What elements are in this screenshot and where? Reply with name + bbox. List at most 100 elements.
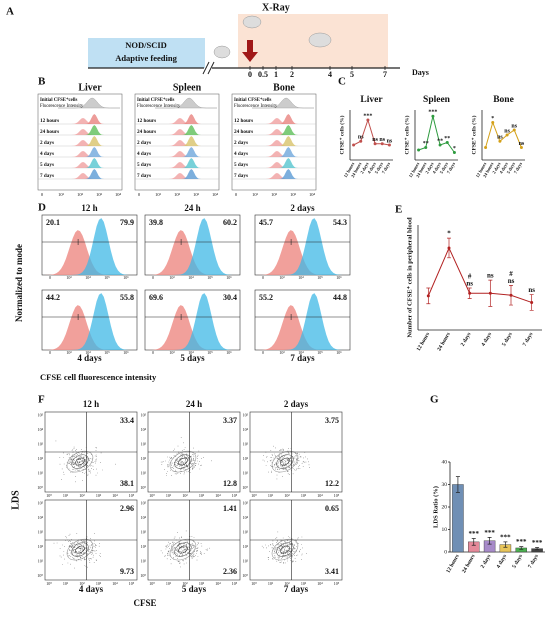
significance: #: [509, 270, 513, 278]
panel-label: A: [6, 6, 14, 18]
density-contour: [174, 454, 192, 469]
point: [452, 151, 456, 154]
x-tick-label: 10¹: [268, 581, 274, 586]
significance: ***: [516, 538, 527, 546]
upper-percent: 2.96: [120, 504, 134, 513]
x-tick-label: 10⁶: [123, 275, 129, 280]
x-tick-label: 0: [49, 275, 51, 280]
x-tick-label: 10⁵: [129, 581, 135, 586]
y-tick-label: 10⁰: [242, 573, 248, 578]
significance: *: [453, 146, 456, 152]
pink-peak: [255, 230, 350, 275]
pink-peak: [145, 305, 240, 350]
y-axis-label: Number of CFSE⁺ cells in peripheral bloo…: [406, 217, 413, 338]
y-tick-label: 10²: [141, 544, 147, 549]
blue-peak: [42, 218, 137, 275]
x-tick-label: 7 days: [527, 554, 540, 570]
y-tick-label: 10²: [141, 456, 147, 461]
hist-header: Initial CFSE⁺cells: [137, 97, 174, 103]
x-tick-label: 10⁰: [46, 581, 52, 586]
x-tick-label: 0: [152, 275, 154, 280]
time-label: 12 h: [83, 399, 99, 409]
x-tick-label: 10¹: [58, 192, 65, 197]
density-contour: [169, 450, 197, 473]
x-tick-label: 4 days: [366, 161, 377, 174]
x-tick-label: 4 days: [498, 161, 509, 174]
x-tick-label: 10¹: [155, 192, 162, 197]
hist-header: Initial CFSE⁺cells: [234, 97, 271, 103]
left-percent: 45.7: [259, 218, 273, 227]
x-tick-label: 10⁶: [123, 350, 129, 355]
point: [424, 146, 428, 149]
density-contour: [75, 457, 85, 466]
significance: ***: [500, 533, 511, 541]
row-peak: [257, 114, 314, 124]
x-tick-label: 24 hours: [436, 332, 451, 353]
time-label: 12 h: [81, 203, 97, 213]
x-tick-label: 24 hours: [461, 554, 476, 575]
row-label: 24 hours: [234, 129, 253, 135]
feeding-box: [88, 38, 205, 68]
significance: ns: [504, 128, 510, 134]
y-tick-label: 10³: [243, 441, 249, 446]
upper-percent: 33.4: [120, 416, 134, 425]
x-tick-label: 10³: [96, 493, 102, 498]
pink-peak: [42, 230, 137, 275]
point: [387, 143, 391, 147]
bar: [452, 484, 464, 553]
x-tick-label: 10⁴: [317, 581, 323, 586]
lower-percent: 12.2: [325, 479, 339, 488]
day-label: 5: [350, 70, 354, 79]
right-percent: 55.8: [120, 293, 134, 302]
density-contour: [280, 457, 290, 466]
time-label: 2 days: [284, 399, 309, 409]
x-tick-label: 10¹: [166, 581, 172, 586]
x-tick-label: 4 days: [496, 554, 509, 570]
row-label: 4 days: [137, 151, 151, 157]
time-label: 7 days: [284, 584, 309, 594]
x-tick-label: 10⁴: [188, 350, 194, 355]
x-tick-label: 5 days: [506, 161, 517, 174]
histogram-frame: [231, 93, 317, 191]
panel-label: E: [395, 204, 402, 216]
density-contour: [66, 450, 94, 473]
y-axis-label: CFSE⁺ cells (%): [403, 115, 410, 154]
y-tick-label: 10⁰: [37, 573, 43, 578]
x-tick-label: 5 days: [511, 554, 524, 570]
y-tick-label: 10⁴: [38, 515, 44, 520]
x-tick-label: 10⁵: [207, 350, 213, 355]
y-tick-label: 20: [442, 504, 448, 510]
point: [445, 141, 449, 144]
row-label: 12 hours: [137, 118, 156, 124]
point: [431, 114, 435, 118]
y-tick-label: 10³: [141, 441, 147, 446]
xray-arrow: [247, 40, 253, 52]
row-peak: [160, 147, 217, 157]
x-tick-label: 10⁴: [298, 350, 304, 355]
x-tick-label: 10⁵: [334, 493, 340, 498]
y-tick-label: 10⁰: [140, 485, 146, 490]
day-label: 0.5: [258, 70, 268, 79]
x-tick-label: 10⁵: [232, 581, 238, 586]
time-label: 4 days: [77, 353, 102, 363]
y-tick-label: 10⁴: [243, 515, 249, 520]
row-peak: [63, 125, 120, 135]
significance: ***: [532, 539, 543, 547]
y-axis-label: Normalized to mode: [14, 244, 24, 322]
point: [484, 146, 488, 149]
x-tick-label: 10³: [301, 581, 307, 586]
tissue-title: Liver: [78, 82, 102, 93]
row-label: 7 days: [40, 173, 54, 179]
lower-percent: 12.8: [223, 479, 237, 488]
significance: ***: [428, 110, 437, 116]
point: [512, 128, 516, 132]
row-label: 2 days: [234, 140, 248, 146]
density-contour: [169, 538, 197, 561]
significance: ns: [387, 138, 393, 144]
x-tick-label: 10³: [66, 275, 72, 280]
upper-percent: 3.37: [223, 416, 237, 425]
y-tick-label: 10⁴: [141, 427, 147, 432]
density-contour: [178, 457, 188, 466]
left-percent: 20.1: [46, 218, 60, 227]
time-label: 24 h: [184, 203, 200, 213]
